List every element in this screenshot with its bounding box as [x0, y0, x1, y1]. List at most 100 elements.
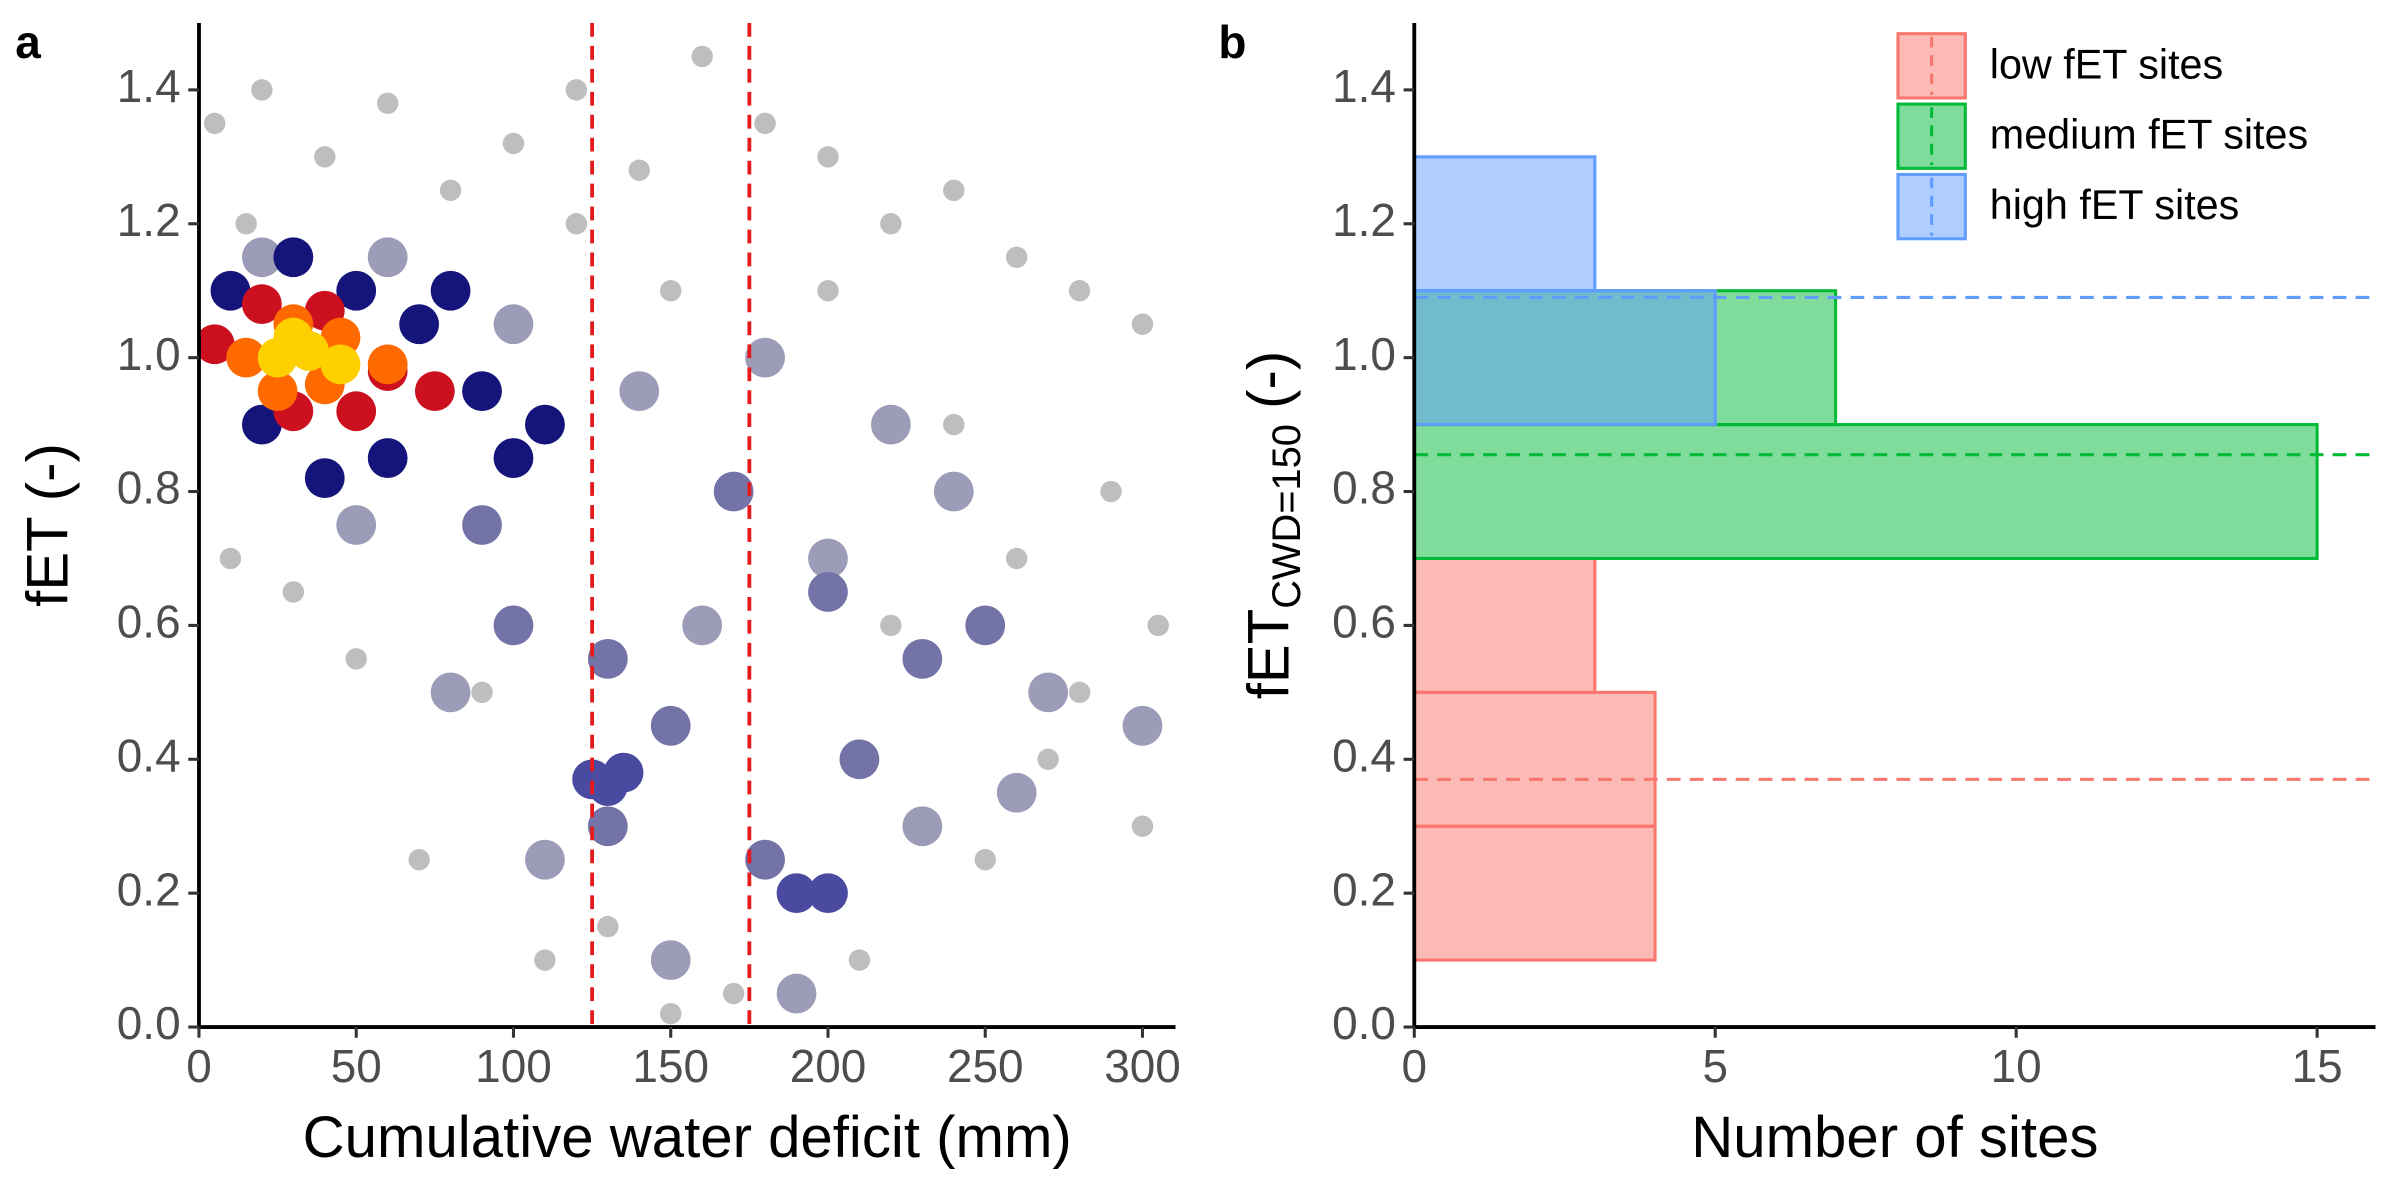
x-tick-label: 300 [1104, 1040, 1181, 1092]
point [933, 471, 974, 512]
y-axis-title-main: fET [1237, 609, 1302, 699]
y-tick-label: 0.6 [117, 596, 181, 648]
point [367, 237, 408, 278]
point [430, 270, 471, 311]
x-tick-label: 0 [1402, 1040, 1428, 1092]
point [808, 538, 848, 579]
point [241, 404, 282, 445]
y-tick-label: 1.2 [117, 194, 181, 246]
points [198, 45, 1169, 1025]
point [902, 638, 943, 679]
y-tick-label: 0.4 [117, 729, 181, 781]
y-axis-title: fETCWD=150 (-) [1237, 351, 1308, 700]
point [282, 581, 305, 603]
point [367, 344, 408, 385]
x-tick-label: 15 [2292, 1040, 2343, 1092]
x-tick-label: 10 [1991, 1040, 2042, 1092]
y-tick-label: 1.2 [1332, 194, 1396, 246]
bar [1412, 289, 1717, 427]
point [808, 572, 848, 612]
x-tick-label: 150 [632, 1040, 709, 1092]
point [565, 213, 588, 235]
bar [1412, 423, 2319, 560]
bar [1412, 690, 1657, 828]
point [493, 304, 534, 345]
point [943, 179, 965, 202]
x-tick-label: 0 [186, 1040, 212, 1092]
point [336, 391, 377, 432]
point [1005, 547, 1028, 570]
point [534, 949, 556, 971]
point [235, 213, 257, 235]
x-tick-label: 100 [475, 1040, 552, 1092]
point [808, 873, 848, 914]
point [320, 344, 361, 385]
point [219, 547, 242, 570]
x-tick-label: 250 [947, 1040, 1024, 1092]
y-tick-label: 1.4 [117, 60, 181, 112]
point [817, 280, 839, 302]
point [525, 404, 565, 445]
point [1131, 815, 1154, 837]
y-tick-label: 0.8 [1332, 462, 1396, 514]
point [839, 739, 880, 780]
legend-label: low fET sites [1990, 41, 2223, 87]
legend-key [1896, 32, 1967, 100]
point [650, 705, 691, 746]
x-tick-label: 200 [790, 1040, 867, 1092]
point [754, 112, 776, 135]
point [367, 438, 408, 478]
point [408, 848, 430, 871]
x-tick-label: 5 [1702, 1040, 1728, 1092]
point [502, 132, 525, 155]
legend-label: high fET sites [1990, 182, 2240, 228]
y-tick-label: 0.0 [117, 997, 181, 1049]
point [603, 752, 644, 793]
point [722, 982, 745, 1005]
y-tick-label: 0.2 [1332, 863, 1396, 915]
point [273, 237, 314, 278]
point [210, 270, 251, 311]
point [943, 413, 965, 436]
point [650, 940, 691, 980]
point [198, 324, 235, 365]
point [257, 371, 298, 412]
point [1131, 313, 1154, 335]
point [462, 505, 502, 545]
point [880, 213, 902, 235]
point [848, 949, 871, 971]
point [273, 317, 314, 358]
y-tick-label: 0.6 [1332, 596, 1396, 648]
panel-label: b [1218, 16, 1246, 68]
panel-label: a [15, 16, 41, 68]
point [713, 471, 754, 512]
point [619, 371, 660, 412]
point [597, 915, 619, 938]
y-axis-title-sub: CWD=150 [1264, 424, 1308, 609]
point [203, 112, 226, 135]
point [1068, 280, 1091, 302]
point [336, 505, 377, 545]
point [776, 873, 817, 914]
point [587, 638, 628, 679]
point [870, 404, 911, 445]
x-axis-title: Number of sites [1691, 1105, 2098, 1170]
point [691, 45, 713, 68]
point [399, 304, 440, 345]
y-axis-title: fET (-) [15, 443, 80, 607]
y-tick-label: 0.4 [1332, 729, 1396, 781]
y-tick-label: 0.0 [1332, 997, 1396, 1049]
point [430, 672, 471, 713]
y-tick-label: 1.0 [117, 328, 181, 380]
x-axis-title: Cumulative water deficit (mm) [303, 1105, 1072, 1170]
y-axis-title-suffix: (-) [1237, 351, 1302, 409]
point [414, 371, 455, 412]
x-tick-label: 50 [331, 1040, 382, 1092]
point [996, 772, 1037, 813]
point [965, 605, 1006, 646]
point [628, 159, 650, 181]
point [226, 337, 267, 378]
y-tick-label: 1.0 [1332, 328, 1396, 380]
point [241, 284, 282, 324]
bar [1412, 556, 1597, 694]
